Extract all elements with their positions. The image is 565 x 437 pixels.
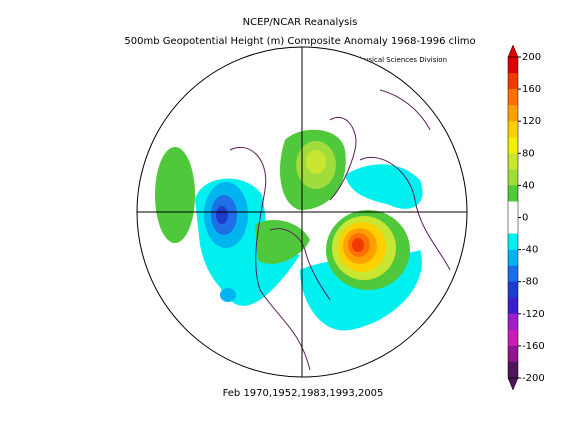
colorbar-segment [508, 89, 518, 106]
colorbar-segment [508, 329, 518, 347]
colorbar-segment [508, 313, 518, 331]
colorbar-segment [508, 249, 518, 267]
colorbar-tick-label: -40 [522, 245, 538, 256]
colorbar-segment [508, 105, 518, 122]
map [137, 47, 467, 377]
subtitle: 500mb Geopotential Height (m) Composite … [124, 36, 475, 47]
colorbar-tick-label: 80 [522, 148, 535, 159]
colorbar-segment [508, 185, 518, 202]
colorbar-arrow-bottom [507, 377, 519, 391]
colorbar-segment [508, 153, 518, 170]
footer: Feb 1970,1952,1983,1993,2005 [223, 388, 384, 399]
colorbar-tick-label: 120 [522, 116, 541, 127]
colorbar-tick-label: -160 [522, 341, 545, 352]
colorbar-segment [508, 57, 518, 74]
colorbar-tick-label: -80 [522, 277, 538, 288]
colorbar-tick-label: -200 [522, 373, 545, 384]
colorbar: 200 160 120 80 40 0 -40 -80 -120 -160 -200 [507, 44, 545, 391]
credit: NOAA/ESRL Physical Sciences Division [313, 56, 447, 64]
colorbar-tick-label: 200 [522, 52, 541, 63]
colorbar-segment [508, 233, 518, 251]
title: NCEP/NCAR Reanalysis [243, 17, 358, 28]
colorbar-segment [508, 201, 518, 218]
colorbar-tick-label: 160 [522, 84, 541, 95]
colorbar-segment [508, 297, 518, 315]
colorbar-segment [508, 281, 518, 299]
colorbar-segment [508, 265, 518, 283]
colorbar-tick-label: 0 [522, 213, 528, 224]
colorbar-segment [508, 361, 518, 379]
colorbar-tick-label: -120 [522, 309, 545, 320]
colorbar-segment [508, 217, 518, 235]
colorbar-segment [508, 121, 518, 138]
colorbar-segment [508, 169, 518, 186]
colorbar-tick-label: 40 [522, 180, 535, 191]
map-border [136, 46, 468, 378]
colorbar-segment [508, 73, 518, 90]
colorbar-segment [508, 345, 518, 363]
colorbar-segment [508, 137, 518, 154]
colorbar-arrow-top [507, 44, 519, 58]
